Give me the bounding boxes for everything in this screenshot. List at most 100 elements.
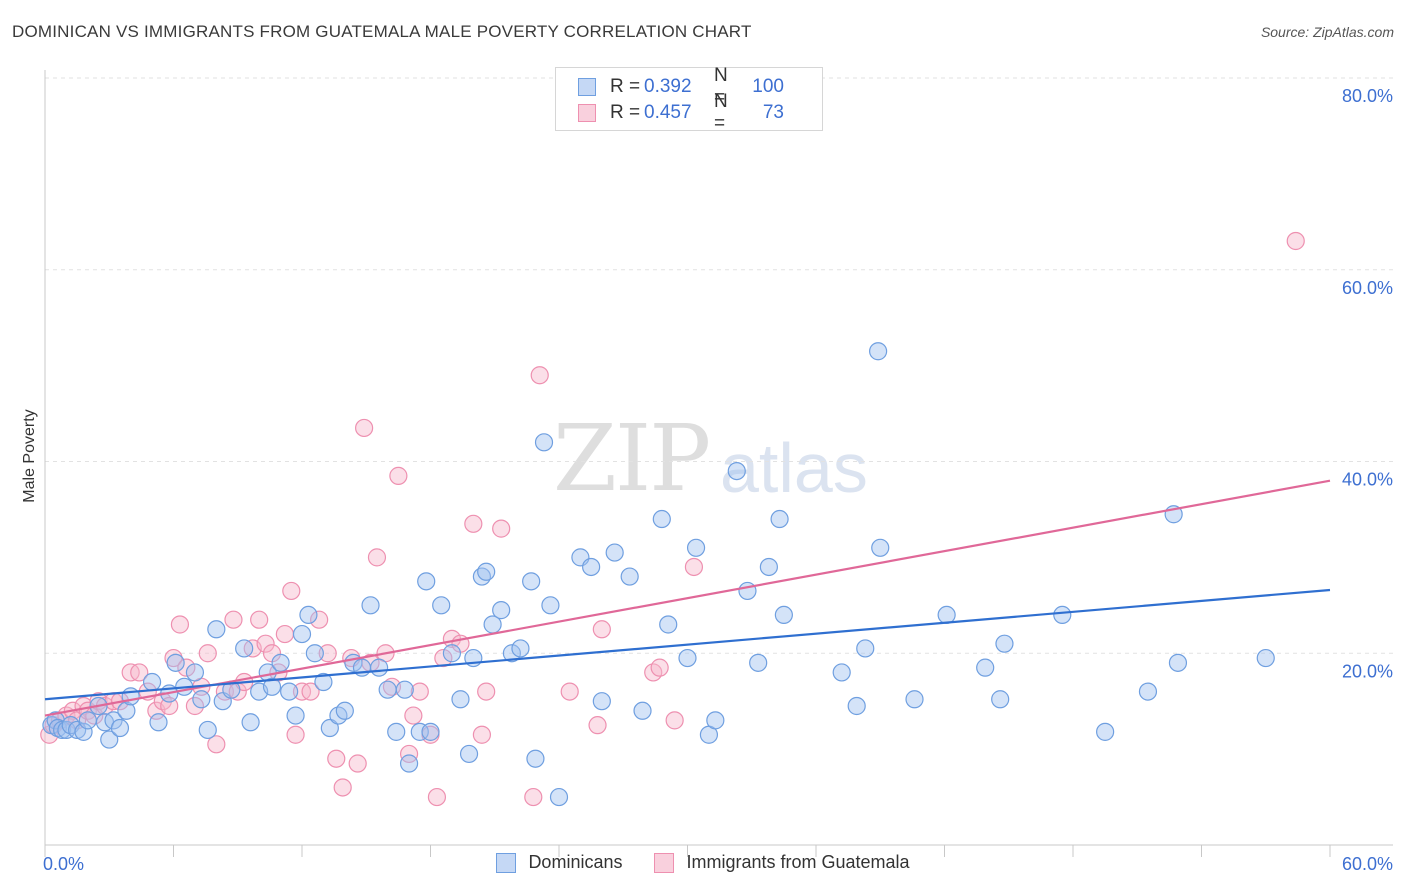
dominican-point [477, 562, 496, 581]
dominican-point [399, 754, 419, 773]
guatemala-point [560, 682, 579, 701]
y-tick-label: 20.0% [1342, 661, 1393, 681]
legend-label-dominicans: Dominicans [528, 852, 623, 872]
legend-swatch-blue [578, 78, 596, 96]
dominicans-trend-line [44, 588, 1331, 701]
guatemala-point [282, 581, 301, 601]
dominican-point [502, 644, 521, 663]
dominican-point [299, 605, 318, 625]
x-tick-marks [44, 845, 1331, 857]
dominican-point [451, 690, 470, 709]
dominican-point [78, 711, 97, 730]
dominican-point [1138, 682, 1158, 701]
dominican-point [727, 461, 746, 481]
dominican-point [511, 639, 530, 658]
dominican-point [847, 696, 866, 716]
legend-row-guatemala: R = 0.457 N = 73 [578, 91, 784, 134]
dominican-point [759, 557, 778, 577]
dominican-point [271, 653, 290, 672]
dominican-point [678, 648, 697, 668]
dominican-point [659, 615, 678, 634]
series-legend: Dominicans Immigrants from Guatemala [0, 852, 1406, 873]
legend-n-value: 73 [762, 102, 784, 123]
legend-item-dominicans: Dominicans [496, 852, 622, 873]
grid [45, 77, 1393, 654]
dominican-point [937, 605, 956, 625]
dominican-point [706, 711, 725, 730]
dominican-point [1256, 648, 1275, 668]
guatemala-point [389, 466, 408, 485]
dominican-point [605, 543, 624, 562]
dominican-point [534, 433, 554, 452]
guatemala-point [592, 620, 611, 639]
dominican-point [395, 680, 414, 699]
guatemala-point [310, 610, 329, 629]
legend-label-guatemala: Immigrants from Guatemala [686, 852, 910, 872]
legend-swatch-blue [496, 852, 517, 873]
guatemala-point [355, 418, 374, 438]
y-tick-label: 60.0% [1342, 278, 1393, 298]
legend-item-guatemala: Immigrants from Guatemala [654, 852, 910, 873]
dominican-point [686, 538, 706, 557]
dominican-point [185, 663, 205, 682]
guatemala-point [177, 658, 196, 677]
dominican-point [149, 713, 168, 732]
guatemala-point [1286, 231, 1305, 251]
dominican-point [320, 718, 339, 738]
y-axis-label: Male Poverty [21, 409, 38, 502]
legend-r-label: R = [610, 76, 641, 97]
x-tick-labels: 0.0% 60.0% [43, 854, 1393, 874]
guatemala-point [399, 744, 419, 764]
watermark-zip: ZIP [553, 405, 711, 512]
dominican-point [305, 644, 324, 663]
dominican-point [142, 672, 162, 692]
dominican-point [522, 572, 541, 591]
dominican-point [361, 596, 380, 615]
dominican-point [492, 601, 511, 620]
dominican-point [370, 658, 389, 677]
dominican-point [286, 706, 305, 725]
dominican-point [53, 720, 72, 740]
y-tick-label: 40.0% [1342, 470, 1393, 490]
guatemala-point [348, 754, 367, 773]
guatemala-point [327, 749, 346, 768]
guatemala-point [160, 696, 179, 716]
guatemala-point [404, 706, 423, 725]
guatemala-point [410, 682, 429, 701]
guatemala-point [588, 716, 607, 735]
dominican-point [280, 682, 299, 701]
legend-r-value: 0.457 [644, 102, 692, 123]
guatemala-point [434, 648, 453, 668]
legend-row-dominicans: R = 0.392 N = 100 [578, 65, 784, 108]
dominican-point [774, 605, 793, 625]
dominican-point [314, 672, 333, 692]
guatemala-point [472, 725, 491, 744]
x-tick-label: 0.0% [43, 854, 84, 874]
legend-n-label: N = [714, 65, 728, 108]
guatemala-trend-line [44, 479, 1331, 717]
dominican-point [459, 744, 479, 764]
legend-swatch-pink [578, 104, 596, 122]
guatemala-point [665, 711, 684, 730]
guatemala-point [185, 696, 205, 716]
dominican-point [869, 342, 888, 361]
legend-r-label: R = [610, 102, 641, 123]
dominican-point [198, 720, 217, 740]
series-dominicans-points [42, 342, 1275, 807]
guatemala-point [650, 658, 669, 677]
dominican-point [832, 663, 851, 682]
dominican-point [262, 677, 282, 696]
dominican-point [241, 713, 260, 732]
guatemala-point [427, 787, 447, 807]
guatemala-point [286, 725, 305, 744]
dominican-point [335, 701, 354, 720]
guatemala-point [367, 548, 387, 567]
dominican-point [387, 722, 406, 741]
guatemala-point [530, 366, 549, 385]
dominican-point [995, 634, 1014, 653]
dominican-point [770, 509, 789, 529]
dominican-point [74, 722, 93, 741]
dominican-point [100, 730, 119, 749]
dominican-point [633, 701, 652, 720]
dominican-point [292, 624, 312, 644]
